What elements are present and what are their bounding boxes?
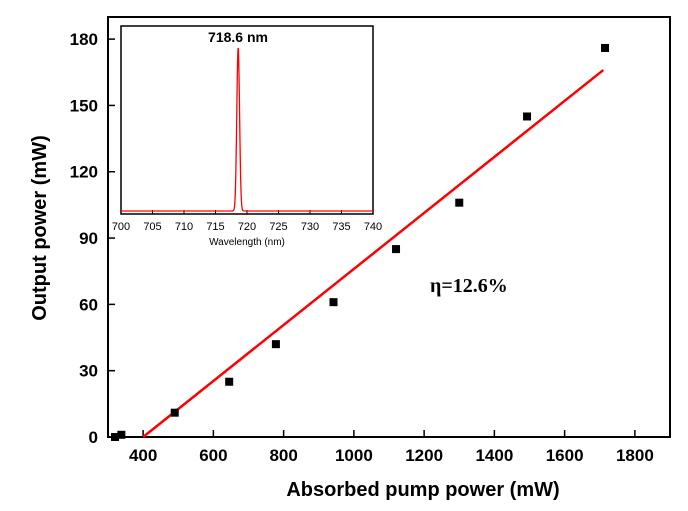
data-point [271,340,280,349]
x-tick-label: 1000 [335,446,373,465]
x-tick-label: 1200 [405,446,443,465]
x-tick-label: 400 [129,446,157,465]
main-axes: 400 600 800 1000 1200 1400 1600 1800 0 30 60 90 120 1… [70,30,654,465]
inset-x-axis-title: Wavelength (nm) [209,237,285,248]
data-point [455,198,464,207]
data-points-layer [111,43,610,441]
plot-frame [107,16,671,438]
data-point [392,245,401,254]
data-point [523,112,532,121]
linear-fit-line [142,69,605,438]
inset-x-tick-label: 705 [143,221,161,233]
inset-x-tick-label: 730 [301,221,319,233]
data-point [329,298,338,307]
x-tick-label: 1600 [546,446,584,465]
x-tick-label: 600 [199,446,227,465]
inset-x-tick-label: 725 [269,221,287,233]
y-tick-label: 150 [70,96,98,115]
inset-peak-label: 718.6 nm [208,29,268,45]
y-tick-label: 60 [79,295,98,314]
x-axis-title: Absorbed pump power (mW) [286,479,559,501]
fit-line-layer [142,69,605,438]
data-point [117,430,126,439]
y-tick-label: 0 [89,428,98,447]
y-tick-label: 120 [70,163,98,182]
y-tick-label: 180 [70,30,98,49]
x-tick-label: 800 [269,446,297,465]
slope-efficiency-annotation: η=12.6% [430,275,508,297]
data-point [225,377,234,386]
inset-x-tick-label: 720 [238,221,256,233]
data-point [111,433,120,441]
data-point [170,408,179,417]
inset-x-tick-label: 715 [206,221,224,233]
inset-x-tick-label: 700 [112,221,130,233]
y-tick-label: 90 [79,229,98,248]
data-point [601,43,610,52]
y-tick-label: 30 [79,362,98,381]
y-axis-title: Output power (mW) [29,135,51,321]
inset-axes: 700 705 710 715 720 725 730 735 740 [112,210,382,233]
inset-spectrum-line [121,47,373,212]
inset-x-tick-label: 735 [332,221,350,233]
inset-frame [120,25,374,215]
inset-x-tick-label: 710 [175,221,193,233]
x-tick-label: 1400 [475,446,513,465]
inset-x-tick-label: 740 [364,221,382,233]
x-tick-label: 1800 [616,446,654,465]
